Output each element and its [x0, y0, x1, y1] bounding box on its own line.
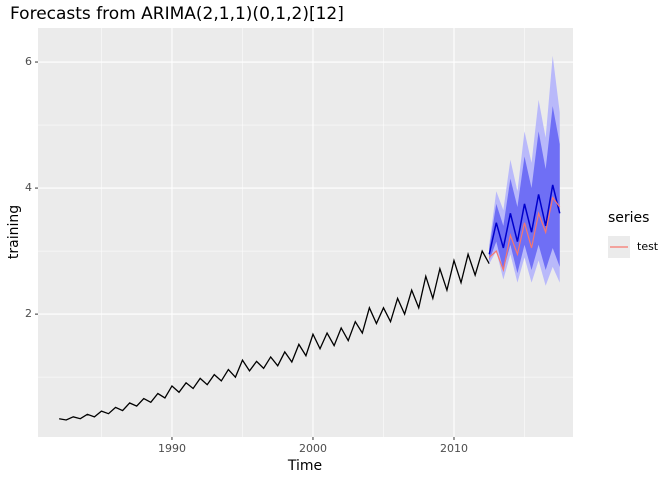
plot-panel — [38, 28, 573, 437]
y-tick-label: 4 — [25, 181, 32, 194]
legend-title: series — [608, 210, 649, 226]
chart-title: Forecasts from ARIMA(2,1,1)(0,1,2)[12] — [10, 4, 344, 24]
y-tick-label: 2 — [25, 307, 32, 320]
training-line — [59, 249, 490, 421]
y-tick-label: 6 — [25, 55, 32, 68]
legend-label: test — [637, 240, 659, 253]
x-tick-label: 1990 — [158, 442, 186, 455]
x-tick-label: 2010 — [440, 442, 468, 455]
test-line — [488, 196, 561, 273]
y-axis-label: training — [6, 205, 22, 259]
x-tick-label: 2000 — [299, 442, 327, 455]
forecast-line — [488, 184, 561, 255]
x-axis-label: Time — [287, 458, 322, 474]
